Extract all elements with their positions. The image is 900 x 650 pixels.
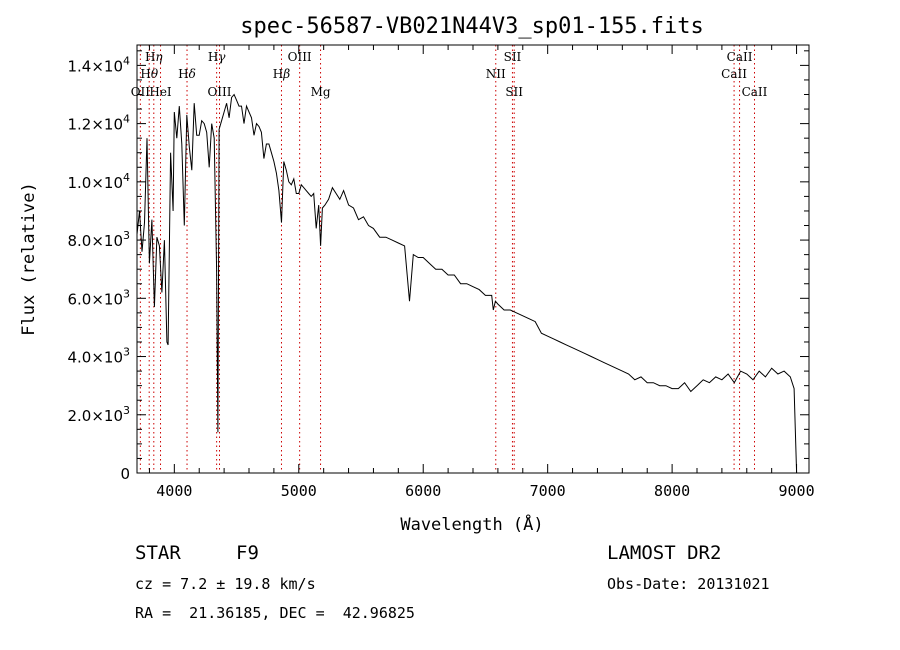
plot-frame	[136, 44, 810, 474]
x-tick-label: 6000	[405, 482, 441, 500]
coordinates: RA = 21.36185, DEC = 42.96825	[135, 604, 415, 622]
line-label: OIII	[207, 85, 231, 99]
line-label: CaII	[721, 67, 747, 81]
y-tick-label: 6.0×103	[67, 287, 130, 308]
line-label: SII	[504, 50, 522, 64]
line-label: SII	[505, 85, 523, 99]
line-label: HeI	[149, 85, 172, 99]
y-tick-label: 1.4×104	[67, 54, 130, 75]
line-label: Hβ	[273, 67, 290, 81]
object-class: STAR	[135, 542, 181, 564]
y-tick-label: 4.0×103	[67, 346, 130, 367]
x-tick-label: 4000	[156, 482, 192, 500]
line-label: Hη	[145, 50, 163, 64]
spectrum-line	[136, 93, 798, 474]
line-label: Hδ	[178, 67, 196, 81]
line-label: NII	[486, 67, 506, 81]
line-label: CaII	[727, 50, 753, 64]
y-tick-label: 1.2×104	[67, 113, 130, 134]
y-tick-label: 1.0×104	[67, 171, 130, 192]
x-tick-label: 5000	[281, 482, 317, 500]
line-label: Hθ	[140, 67, 158, 81]
x-axis: 4000 5000 6000 7000 8000 9000	[148, 45, 815, 500]
y-axis-label: Flux (relative)	[19, 182, 39, 336]
line-label: OII	[131, 85, 151, 99]
spectral-line-markers	[139, 45, 755, 473]
y-axis: 0 2.0×103 4.0×103 6.0×103 8.0×103 1.0×104 1.2×…	[67, 50, 809, 483]
y-tick-label: 0	[120, 465, 130, 483]
line-label: CaII	[742, 85, 768, 99]
x-tick-label: 8000	[654, 482, 690, 500]
object-subclass: F9	[236, 542, 259, 564]
line-label: Hγ	[208, 50, 226, 64]
y-tick-label: 8.0×103	[67, 229, 130, 250]
redshift-text: cz = 7.2 ± 19.8 km/s	[135, 575, 316, 593]
x-axis-label: Wavelength (Å)	[400, 513, 543, 535]
chart-title: spec-56587-VB021N44V3_sp01-155.fits	[240, 14, 704, 39]
x-tick-label: 9000	[778, 482, 814, 500]
survey-name: LAMOST DR2	[607, 542, 722, 564]
x-tick-label: 7000	[530, 482, 566, 500]
line-label: Mg	[311, 85, 331, 99]
y-tick-label: 2.0×103	[67, 404, 130, 425]
spectral-line-labels: Hη Hθ OII HeI Hδ Hγ OIII Hβ OIII Mg SII NII SII CaII C…	[131, 50, 768, 99]
obs-date: Obs-Date: 20131021	[607, 575, 770, 593]
line-label: OIII	[288, 50, 312, 64]
